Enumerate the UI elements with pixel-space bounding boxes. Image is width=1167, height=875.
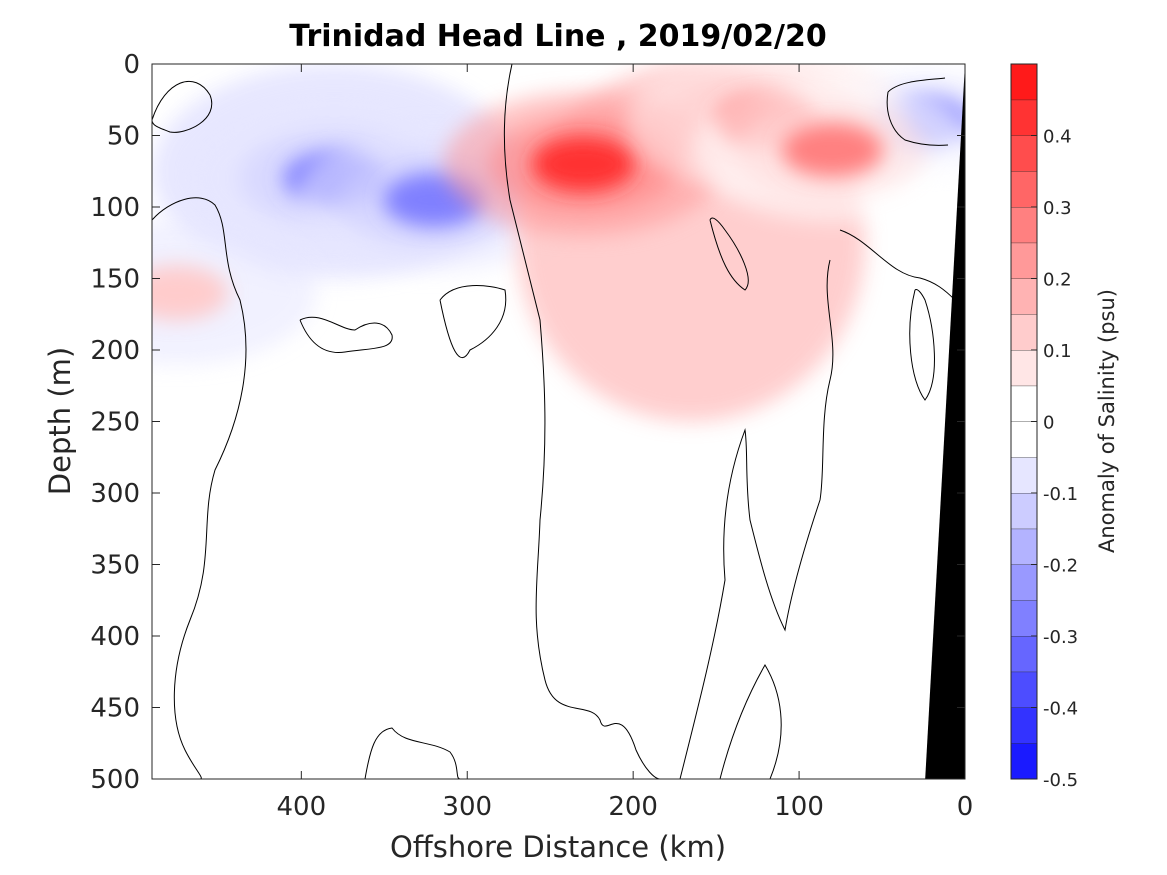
colorbar-tick-label: -0.1 bbox=[1043, 484, 1078, 505]
zero-contour-line bbox=[909, 289, 935, 401]
colorbar-segment bbox=[1011, 528, 1037, 565]
colorbar-segment bbox=[1011, 707, 1037, 744]
zero-contour-line bbox=[503, 64, 661, 779]
x-tick-label: 300 bbox=[442, 792, 492, 822]
colorbar-label: Anomaly of Salinity (psu) bbox=[1095, 289, 1119, 553]
colorbar-segment bbox=[1011, 171, 1037, 207]
zero-contour-line bbox=[886, 77, 949, 146]
x-tick-label: 400 bbox=[277, 792, 327, 822]
colorbar-tick-label: -0.4 bbox=[1043, 699, 1078, 720]
zero-contour-line bbox=[709, 217, 749, 291]
zero-contours bbox=[152, 64, 956, 779]
colorbar-segment bbox=[1011, 242, 1037, 279]
anomaly-core bbox=[152, 267, 227, 319]
colorbar-segment bbox=[1011, 350, 1037, 386]
anomaly-fills bbox=[152, 64, 965, 422]
colorbar-tick-label: -0.5 bbox=[1043, 770, 1078, 791]
y-tick-label: 50 bbox=[107, 122, 140, 152]
zero-contour-line bbox=[364, 727, 461, 779]
anomaly-core bbox=[782, 124, 883, 176]
colorbar-segment bbox=[1011, 385, 1037, 422]
colorbar-tick-label: -0.3 bbox=[1043, 627, 1078, 648]
colorbar-segment bbox=[1011, 743, 1037, 779]
colorbar-segment bbox=[1011, 457, 1037, 493]
zero-contour-line bbox=[152, 197, 247, 779]
y-tick-label: 150 bbox=[90, 265, 140, 295]
colorbar-segment bbox=[1011, 207, 1037, 243]
colorbar-segment bbox=[1011, 600, 1037, 636]
y-tick-label: 450 bbox=[90, 694, 140, 724]
colorbar-tick-label: 0.3 bbox=[1043, 198, 1072, 219]
y-tick-label: 200 bbox=[90, 336, 140, 366]
colorbar-tick-label: -0.2 bbox=[1043, 556, 1078, 577]
colorbar-segment bbox=[1011, 314, 1037, 350]
y-tick-label: 300 bbox=[90, 479, 140, 509]
y-tick-label: 400 bbox=[90, 622, 140, 652]
plot-area bbox=[152, 64, 965, 779]
colorbar-segment bbox=[1011, 99, 1037, 136]
y-axis: 0 50 100 150 200 250 300 350 400 450 500 bbox=[90, 50, 965, 795]
colorbar-segment bbox=[1011, 636, 1037, 672]
y-tick-label: 100 bbox=[90, 193, 140, 223]
y-tick-label: 350 bbox=[90, 551, 140, 581]
colorbar: 0.4 0.3 0.2 0.1 0 -0.1 -0.2 -0.3 -0.4 -0.5 bbox=[1010, 63, 1078, 791]
zero-contour-line bbox=[299, 316, 393, 354]
anomaly-core bbox=[533, 138, 634, 190]
x-tick-label: 200 bbox=[608, 792, 658, 822]
colorbar-tick-label: 0.4 bbox=[1043, 127, 1072, 148]
colorbar-segment bbox=[1011, 278, 1037, 315]
zero-contour-line bbox=[439, 285, 507, 358]
x-tick-label: 0 bbox=[957, 792, 974, 822]
colorbar-segment bbox=[1011, 671, 1037, 708]
colorbar-segment bbox=[1011, 564, 1037, 601]
colorbar-segment bbox=[1011, 135, 1037, 172]
zero-contour-line bbox=[152, 80, 213, 133]
colorbar-segment bbox=[1011, 421, 1037, 458]
x-tick-label: 100 bbox=[774, 792, 824, 822]
colorbar-segment bbox=[1011, 493, 1037, 529]
colorbar-tick-label: 0.1 bbox=[1043, 341, 1072, 362]
bathymetry-mask bbox=[925, 64, 965, 779]
y-axis-label: Depth (m) bbox=[43, 347, 77, 495]
zero-contour-line bbox=[719, 664, 782, 779]
y-tick-label: 250 bbox=[90, 408, 140, 438]
y-tick-label: 0 bbox=[123, 50, 140, 80]
y-tick-label: 500 bbox=[90, 765, 140, 795]
x-axis: 400 300 200 100 0 bbox=[277, 64, 974, 822]
colorbar-tick-label: 0 bbox=[1043, 413, 1054, 434]
colorbar-tick-label: 0.2 bbox=[1043, 270, 1072, 291]
zero-contour-line bbox=[839, 229, 956, 301]
anomaly-halo bbox=[152, 220, 317, 365]
colorbar-segment bbox=[1011, 64, 1037, 100]
x-axis-label: Offshore Distance (km) bbox=[390, 830, 726, 864]
chart-title: Trinidad Head Line , 2019/02/20 bbox=[289, 19, 826, 54]
zero-contour-line bbox=[679, 259, 834, 779]
